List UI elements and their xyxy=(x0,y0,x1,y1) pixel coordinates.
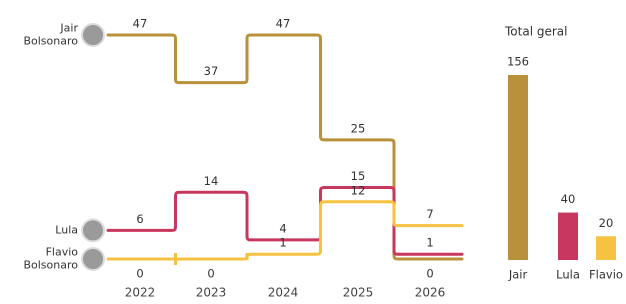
series-name-line: Bolsonaro xyxy=(23,35,78,48)
value-label: 1 xyxy=(279,236,286,250)
x-tick-label: 2024 xyxy=(268,286,299,300)
value-label: 0 xyxy=(136,267,143,281)
total-bar xyxy=(596,236,616,260)
total-value: 156 xyxy=(507,55,529,69)
chart: 20222023202420252026473747250JairBolsona… xyxy=(0,0,626,304)
value-label: 37 xyxy=(204,64,219,78)
value-label: 6 xyxy=(136,212,143,226)
value-label: 15 xyxy=(351,169,366,183)
total-value: 40 xyxy=(561,192,576,206)
x-tick-label: 2023 xyxy=(196,286,227,300)
value-label: 0 xyxy=(426,267,433,281)
total-category: Flavio xyxy=(589,268,623,282)
value-label: 12 xyxy=(351,183,366,197)
series-name-line: Bolsonaro xyxy=(23,259,78,272)
step-connector xyxy=(241,192,253,240)
step-connector xyxy=(170,192,182,230)
value-label: 7 xyxy=(426,207,433,221)
total-bar xyxy=(508,75,528,260)
total-bar xyxy=(558,213,578,260)
step-connector xyxy=(170,253,182,265)
step-connector xyxy=(241,253,253,260)
total-category: Lula xyxy=(556,268,580,282)
step-connector xyxy=(388,202,400,226)
series-name-line: Flavio xyxy=(46,246,79,259)
total-value: 20 xyxy=(599,216,614,230)
series-name: Lula xyxy=(55,223,78,236)
avatar xyxy=(82,248,104,270)
x-tick-label: 2022 xyxy=(125,286,156,300)
avatar xyxy=(82,24,104,46)
value-label: 47 xyxy=(133,17,148,31)
value-label: 25 xyxy=(351,121,366,135)
x-tick-label: 2025 xyxy=(343,286,374,300)
step-connector xyxy=(315,202,327,254)
step-connector xyxy=(315,35,327,140)
x-tick-label: 2026 xyxy=(415,286,446,300)
value-label: 1 xyxy=(426,236,433,250)
totals-title: Total geral xyxy=(504,25,567,39)
value-label: 14 xyxy=(204,174,219,188)
series-name-line: Jair xyxy=(59,22,78,35)
total-category: Jair xyxy=(508,268,528,282)
step-connector xyxy=(241,35,253,83)
value-label: 0 xyxy=(207,267,214,281)
value-label: 47 xyxy=(276,17,291,31)
step-connector xyxy=(170,35,182,83)
value-label: 4 xyxy=(279,221,286,235)
avatar xyxy=(82,219,104,241)
